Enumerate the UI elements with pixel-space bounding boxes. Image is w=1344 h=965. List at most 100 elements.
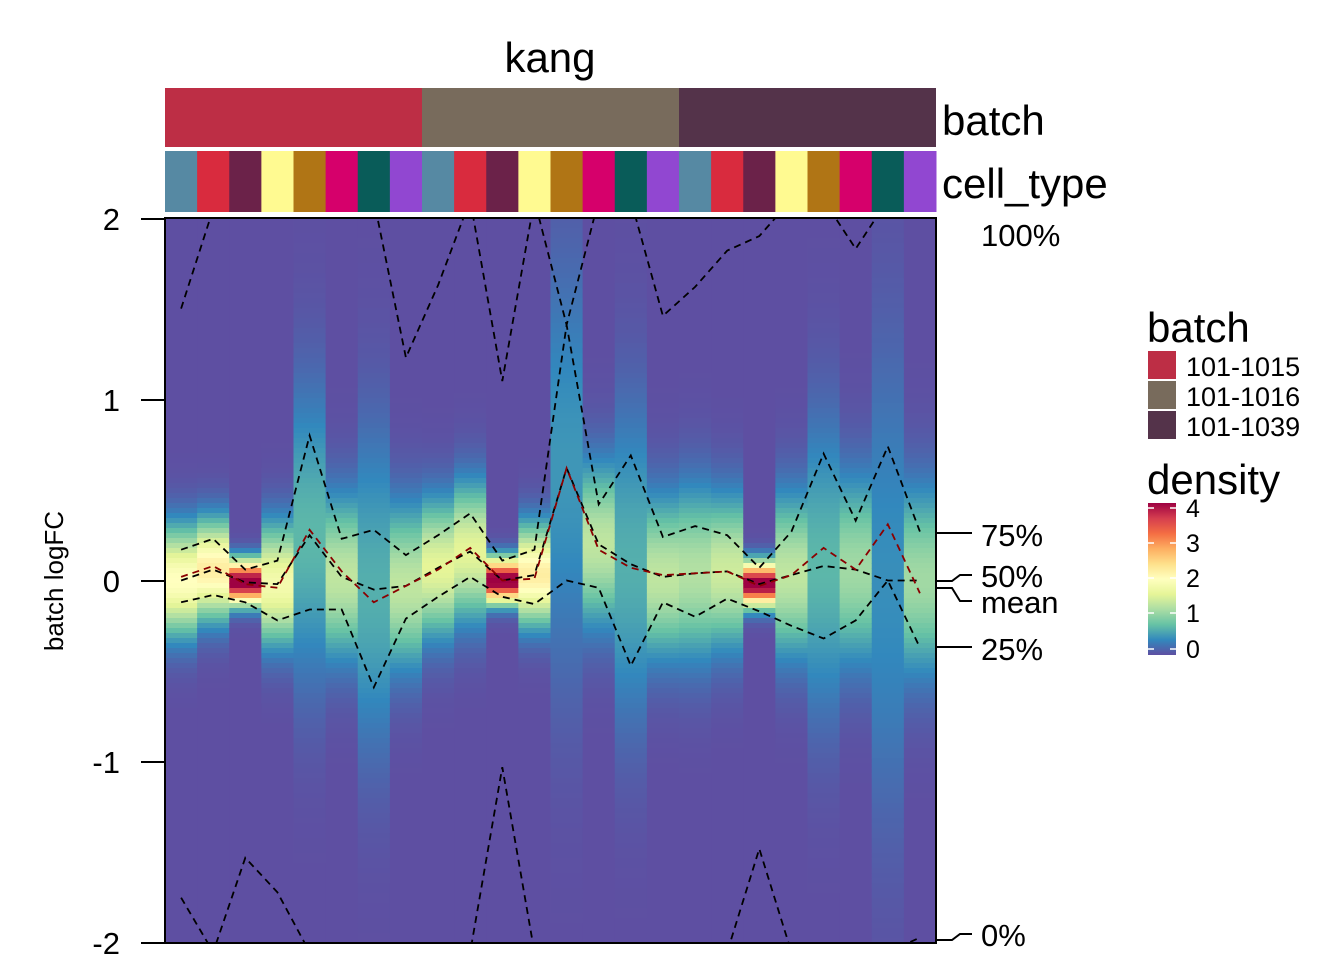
density-cell — [454, 818, 487, 824]
density-cell — [743, 908, 776, 914]
density-cell — [422, 353, 455, 359]
density-cell — [807, 663, 841, 669]
density-cell — [261, 398, 295, 404]
density-cell — [261, 703, 295, 709]
density-cell — [614, 418, 648, 424]
density-cell — [229, 878, 262, 884]
density-cell — [454, 508, 487, 514]
density-cell — [518, 903, 552, 909]
density-cell — [486, 363, 519, 369]
density-cell — [614, 388, 648, 394]
density-cell — [261, 913, 295, 919]
density-cell — [389, 808, 423, 814]
density-cell — [229, 583, 262, 589]
density-cell — [293, 573, 327, 579]
density-cell — [807, 343, 841, 349]
density-cell — [293, 538, 327, 544]
density-cell — [614, 698, 648, 704]
density-cell — [229, 913, 262, 919]
density-cell — [646, 883, 680, 889]
density-cell — [614, 938, 648, 943]
density-cell — [165, 898, 198, 904]
density-cell — [261, 848, 295, 854]
density-cell — [454, 478, 487, 484]
density-cell — [614, 743, 648, 749]
density-cell — [679, 338, 712, 344]
density-cell — [229, 938, 262, 943]
density-cell — [614, 833, 648, 839]
density-cell — [422, 243, 455, 249]
density-cell — [871, 563, 905, 569]
density-cell — [486, 548, 519, 554]
density-cell — [775, 803, 809, 809]
density-cell — [550, 683, 584, 689]
quantile-label-50: 50% — [981, 559, 1043, 594]
density-cell — [614, 458, 648, 464]
density-cell — [807, 498, 841, 504]
density-cell — [197, 258, 230, 264]
density-cell — [743, 828, 776, 834]
density-cell — [582, 643, 616, 649]
density-cell — [903, 633, 936, 639]
density-cell — [293, 778, 327, 784]
density-cell — [743, 528, 776, 534]
density-cell — [743, 643, 776, 649]
density-cell — [711, 723, 744, 729]
density-cell — [261, 698, 295, 704]
density-cell — [165, 308, 198, 314]
density-cell — [646, 578, 680, 584]
density-cell — [325, 258, 359, 264]
density-cell — [486, 253, 519, 259]
density-cell — [518, 738, 552, 744]
density-cell — [839, 888, 873, 894]
density-cell — [807, 493, 841, 499]
density-cell — [743, 443, 776, 449]
density-cell — [614, 853, 648, 859]
density-cell — [422, 848, 455, 854]
density-cell — [871, 298, 905, 304]
density-cell — [614, 283, 648, 289]
density-cell — [646, 913, 680, 919]
density-cell — [807, 403, 841, 409]
density-cell — [743, 433, 776, 439]
density-cell — [197, 673, 230, 679]
density-cell — [197, 883, 230, 889]
density-cell — [422, 723, 455, 729]
density-cell — [582, 768, 616, 774]
density-cell — [325, 393, 359, 399]
density-cell — [454, 358, 487, 364]
density-cell — [807, 738, 841, 744]
density-cell — [197, 928, 230, 934]
density-cell — [582, 473, 616, 479]
density-cell — [454, 583, 487, 589]
density-cell — [293, 858, 327, 864]
density-cell — [871, 423, 905, 429]
density-cell — [871, 278, 905, 284]
density-cell — [711, 228, 744, 234]
density-cell — [679, 613, 712, 619]
density-cell — [518, 273, 552, 279]
density-cell — [293, 218, 327, 224]
density-cell — [389, 828, 423, 834]
density-cell — [679, 898, 712, 904]
density-cell — [389, 608, 423, 614]
density-cell — [711, 318, 744, 324]
density-cell — [293, 643, 327, 649]
density-cell — [582, 363, 616, 369]
density-cell — [325, 323, 359, 329]
density-cell — [422, 773, 455, 779]
density-cell — [775, 518, 809, 524]
density-cell — [165, 488, 198, 494]
density-cell — [807, 928, 841, 934]
density-cell — [165, 348, 198, 354]
density-cell — [325, 233, 359, 239]
density-cell — [422, 468, 455, 474]
density-cell — [357, 823, 391, 829]
density-cell — [775, 498, 809, 504]
density-cell — [357, 838, 391, 844]
density-cell — [357, 793, 391, 799]
density-cell — [454, 553, 487, 559]
density-cell — [422, 713, 455, 719]
density-cell — [582, 568, 616, 574]
density-cell — [325, 853, 359, 859]
